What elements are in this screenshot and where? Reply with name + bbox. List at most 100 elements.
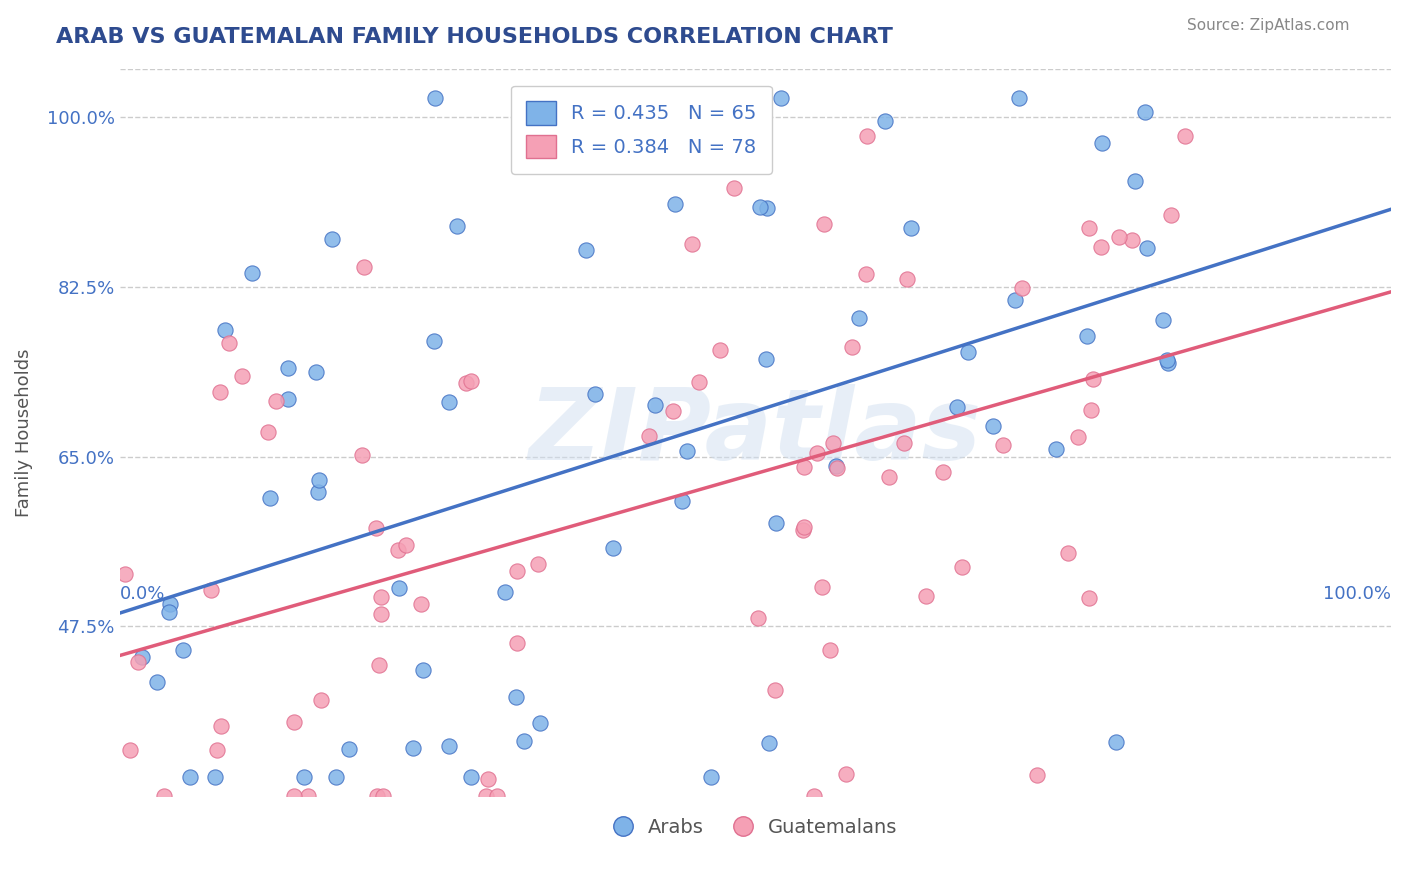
Point bbox=[1081, 372, 1104, 386]
Point bbox=[387, 543, 409, 558]
Point bbox=[644, 398, 666, 412]
Point bbox=[159, 597, 181, 611]
Point bbox=[353, 260, 375, 274]
Point bbox=[114, 566, 136, 581]
Point bbox=[856, 129, 879, 144]
Point bbox=[308, 473, 330, 487]
Point bbox=[486, 789, 509, 803]
Point bbox=[1011, 281, 1033, 295]
Point bbox=[1108, 229, 1130, 244]
Point bbox=[793, 520, 815, 534]
Point bbox=[214, 323, 236, 337]
Point bbox=[437, 739, 460, 754]
Text: 0.0%: 0.0% bbox=[120, 585, 165, 603]
Point bbox=[1156, 353, 1178, 368]
Point bbox=[526, 557, 548, 571]
Point bbox=[305, 365, 328, 379]
Point bbox=[748, 200, 770, 214]
Point bbox=[765, 516, 787, 530]
Point bbox=[529, 716, 551, 731]
Point bbox=[932, 466, 955, 480]
Point bbox=[747, 611, 769, 625]
Point bbox=[307, 484, 329, 499]
Point bbox=[1133, 105, 1156, 120]
Point bbox=[820, 643, 842, 657]
Text: 100.0%: 100.0% bbox=[1323, 585, 1391, 603]
Point bbox=[699, 770, 721, 784]
Point bbox=[321, 232, 343, 246]
Point bbox=[806, 446, 828, 460]
Point bbox=[671, 493, 693, 508]
Point bbox=[637, 429, 659, 443]
Point bbox=[477, 772, 499, 787]
Text: ZIPatlas: ZIPatlas bbox=[529, 384, 981, 481]
Point bbox=[292, 770, 315, 784]
Point bbox=[200, 582, 222, 597]
Point bbox=[370, 590, 392, 604]
Point bbox=[311, 693, 333, 707]
Point bbox=[1174, 129, 1197, 144]
Point bbox=[602, 541, 624, 555]
Point bbox=[506, 636, 529, 650]
Point bbox=[277, 392, 299, 406]
Point bbox=[337, 741, 360, 756]
Point bbox=[388, 581, 411, 595]
Point bbox=[118, 743, 141, 757]
Point bbox=[769, 90, 792, 104]
Point bbox=[723, 181, 745, 195]
Point bbox=[763, 682, 786, 697]
Point bbox=[277, 360, 299, 375]
Point bbox=[675, 443, 697, 458]
Point bbox=[460, 770, 482, 784]
Point bbox=[1067, 430, 1090, 444]
Point bbox=[662, 404, 685, 418]
Point bbox=[1123, 174, 1146, 188]
Point bbox=[425, 90, 447, 104]
Point bbox=[1152, 313, 1174, 327]
Point bbox=[1045, 442, 1067, 456]
Point bbox=[366, 521, 388, 535]
Point bbox=[855, 267, 877, 281]
Point bbox=[1078, 591, 1101, 605]
Point bbox=[1026, 768, 1049, 782]
Point bbox=[1008, 90, 1031, 104]
Point bbox=[821, 436, 844, 450]
Point bbox=[409, 598, 432, 612]
Point bbox=[835, 766, 858, 780]
Point bbox=[373, 789, 395, 803]
Point bbox=[207, 743, 229, 757]
Point bbox=[688, 376, 710, 390]
Point bbox=[231, 368, 253, 383]
Point bbox=[157, 606, 180, 620]
Text: ARAB VS GUATEMALAN FAMILY HOUSEHOLDS CORRELATION CHART: ARAB VS GUATEMALAN FAMILY HOUSEHOLDS COR… bbox=[56, 27, 893, 46]
Point bbox=[283, 789, 305, 803]
Point bbox=[900, 220, 922, 235]
Point bbox=[402, 741, 425, 756]
Point bbox=[792, 524, 814, 538]
Point bbox=[172, 643, 194, 657]
Point bbox=[575, 243, 598, 257]
Point bbox=[915, 589, 938, 603]
Point bbox=[366, 789, 388, 803]
Point bbox=[848, 310, 870, 325]
Point bbox=[146, 674, 169, 689]
Point bbox=[1105, 734, 1128, 748]
Point bbox=[1136, 241, 1159, 255]
Point bbox=[1004, 293, 1026, 307]
Point bbox=[506, 564, 529, 578]
Point bbox=[395, 538, 418, 552]
Point bbox=[127, 656, 149, 670]
Point bbox=[1157, 356, 1180, 370]
Point bbox=[513, 734, 536, 748]
Point bbox=[460, 375, 482, 389]
Point bbox=[153, 789, 176, 803]
Point bbox=[873, 113, 896, 128]
Point bbox=[204, 770, 226, 784]
Point bbox=[240, 266, 263, 280]
Point bbox=[1160, 208, 1182, 222]
Point bbox=[879, 469, 901, 483]
Point bbox=[367, 657, 389, 672]
Point bbox=[758, 736, 780, 750]
Point bbox=[681, 237, 703, 252]
Point bbox=[456, 376, 478, 391]
